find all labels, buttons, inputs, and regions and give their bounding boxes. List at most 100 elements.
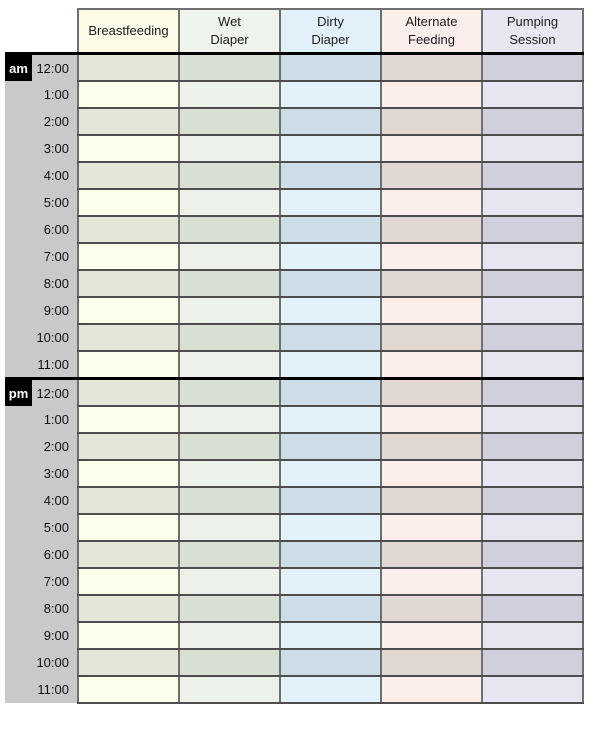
log-cell-breastfeeding [77,594,180,623]
log-cell-pumping-session [481,567,584,596]
time-label: 10:00 [36,330,69,345]
log-cell-dirty-diaper [279,242,382,271]
log-cell-breastfeeding [77,323,180,352]
log-cell-breastfeeding [77,80,180,109]
log-cell-wet-diaper [178,567,281,596]
log-row-am-300: 3:00 [5,134,584,163]
time-label: 5:00 [43,520,69,535]
log-cell-alternate-feeding [380,459,483,488]
log-cell-pumping-session [481,405,584,434]
log-row-pm-800: 8:00 [5,594,584,623]
time-label: 8:00 [43,601,69,616]
log-cell-dirty-diaper [279,377,382,407]
log-cell-alternate-feeding [380,323,483,352]
time-label-cell: 10:00 [5,324,78,351]
log-cell-pumping-session [481,269,584,298]
time-label-cell: 8:00 [5,595,78,622]
log-cell-wet-diaper [178,486,281,515]
time-label-cell: 1:00 [5,81,78,108]
log-cell-pumping-session [481,486,584,515]
time-label-cell: 9:00 [5,622,78,649]
time-label: 9:00 [43,628,69,643]
log-row-am-500: 5:00 [5,188,584,217]
time-label: 7:00 [43,574,69,589]
log-row-am-400: 4:00 [5,161,584,190]
log-cell-alternate-feeding [380,513,483,542]
log-cell-dirty-diaper [279,80,382,109]
time-label: 12:00 [36,385,69,401]
time-label: 4:00 [43,168,69,183]
time-label-cell: 4:00 [5,487,78,514]
log-cell-alternate-feeding [380,594,483,623]
time-label-cell: 11:00 [5,676,78,703]
log-cell-dirty-diaper [279,594,382,623]
log-cell-pumping-session [481,377,584,407]
log-cell-dirty-diaper [279,621,382,650]
log-cell-wet-diaper [178,350,281,380]
log-cell-wet-diaper [178,405,281,434]
log-cell-breastfeeding [77,215,180,244]
log-cell-pumping-session [481,80,584,109]
log-cell-breastfeeding [77,242,180,271]
time-label: 10:00 [36,655,69,670]
time-label-cell: 9:00 [5,297,78,324]
log-row-pm-100: 1:00 [5,405,584,434]
log-cell-wet-diaper [178,296,281,325]
log-cell-wet-diaper [178,377,281,407]
time-label: 11:00 [37,356,69,372]
log-cell-pumping-session [481,323,584,352]
log-cell-wet-diaper [178,323,281,352]
log-cell-alternate-feeding [380,296,483,325]
time-label: 1:00 [43,412,69,427]
log-cell-alternate-feeding [380,432,483,461]
log-cell-breastfeeding [77,459,180,488]
time-label: 8:00 [43,276,69,291]
log-cell-pumping-session [481,540,584,569]
log-row-am-900: 9:00 [5,296,584,325]
log-cell-pumping-session [481,513,584,542]
log-row-am-100: 1:00 [5,80,584,109]
log-cell-alternate-feeding [380,675,483,704]
time-label-cell: 2:00 [5,108,78,135]
log-cell-pumping-session [481,188,584,217]
column-header-alternate-feeding: Alternate Feeding [380,8,483,55]
log-cell-pumping-session [481,594,584,623]
log-cell-breastfeeding [77,161,180,190]
log-cell-breastfeeding [77,567,180,596]
time-label: 2:00 [43,439,69,454]
log-cell-wet-diaper [178,594,281,623]
time-label: 3:00 [43,466,69,481]
log-cell-breastfeeding [77,350,180,380]
log-cell-pumping-session [481,675,584,704]
log-cell-dirty-diaper [279,269,382,298]
log-cell-pumping-session [481,648,584,677]
time-label: 5:00 [43,195,69,210]
log-cell-breastfeeding [77,540,180,569]
log-cell-pumping-session [481,621,584,650]
log-cell-breastfeeding [77,432,180,461]
log-row-pm-1100: 11:00 [5,675,584,704]
log-cell-wet-diaper [178,80,281,109]
time-label-cell: 1:00 [5,406,78,433]
log-cell-wet-diaper [178,648,281,677]
time-label: 6:00 [43,547,69,562]
time-label-cell: 3:00 [5,135,78,162]
log-cell-alternate-feeding [380,161,483,190]
log-row-pm-700: 7:00 [5,567,584,596]
log-row-am-600: 6:00 [5,215,584,244]
log-row-am-1100: 11:00 [5,350,584,380]
log-row-pm-1000: 10:00 [5,648,584,677]
log-cell-dirty-diaper [279,405,382,434]
log-row-am-1200: am 12:00 [5,52,584,82]
corner-cell [5,9,78,55]
log-cell-alternate-feeding [380,242,483,271]
time-label: 3:00 [43,141,69,156]
log-cell-alternate-feeding [380,188,483,217]
header-row: Breastfeeding Wet Diaper Dirty Diaper Alter… [5,8,584,55]
time-label: 2:00 [43,114,69,129]
log-cell-breastfeeding [77,486,180,515]
log-cell-alternate-feeding [380,486,483,515]
log-cell-wet-diaper [178,675,281,704]
log-cell-alternate-feeding [380,269,483,298]
log-row-pm-600: 6:00 [5,540,584,569]
